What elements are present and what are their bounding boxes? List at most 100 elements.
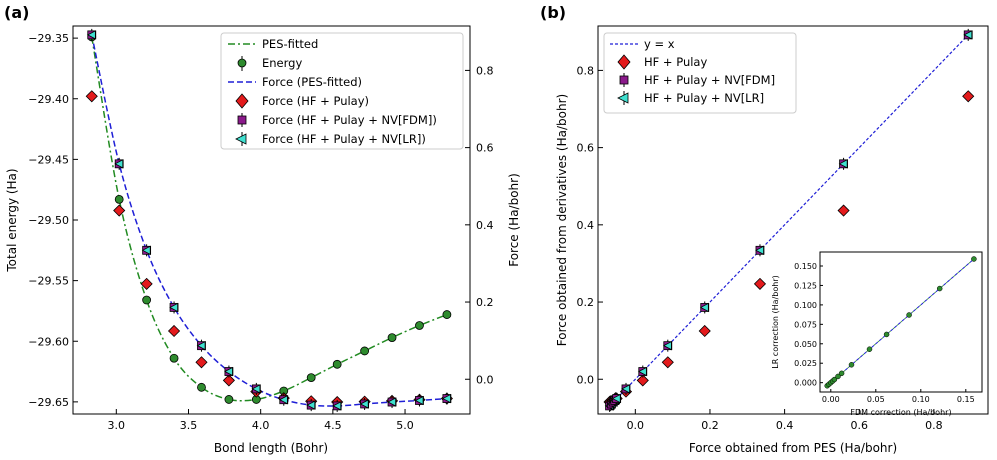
inset-point [906,312,912,318]
inset-plot: 0.00 0.05 0.10 0.15 0.000 0.025 0.050 0.075 0.10… [794,256,977,404]
legend-lr-marker [235,133,247,145]
b-lr-point [662,341,672,351]
energy-point [306,373,316,383]
inset-ytick-label: 0.100 [794,301,817,310]
panel-b-frame [597,25,989,415]
panel-a-legend-box [220,32,464,150]
panel-a-ytick-label: −29.60 [28,335,69,348]
energy-point [332,359,342,369]
panel-a-ytick-label: −29.65 [28,396,69,409]
panel-a-xtick-label: 3.5 [180,419,198,432]
legend-pes-fitted: PES-fitted [262,37,318,51]
b-hf-pulay-point [962,90,975,103]
energy-point [415,321,424,330]
legend-force-fit: Force (PES-fitted) [262,75,362,89]
force-lr-point [141,245,151,255]
force-lr-point [442,393,451,404]
energy-point [224,395,234,404]
inset-ytick-label: 0.025 [794,359,817,368]
b-hf-pulay-point [698,324,711,338]
panel-a-xtick-label: 5.0 [396,419,414,432]
panel-a-ytick-label: −29.55 [28,275,69,288]
b-lr-point [838,159,848,169]
force-lr-point [306,400,316,410]
panel-a-ytick-right-label: 0.2 [476,296,494,309]
panel-a-xtick-label: 3.0 [108,419,126,432]
b-lr-point [621,384,630,394]
b-hf-pulay-point [753,277,767,290]
legend-lr: Force (HF + Pulay + NV[LR]) [262,132,426,146]
panel-b-ytick-label: 0.6 [577,142,595,155]
panel-a-ytick-right-label: 0.6 [476,142,494,155]
panel-b-xtick-label: 0.8 [925,419,943,432]
panel-a-legend: PES-fitted Energy Force (PES-fitted) For… [220,32,464,150]
legend-b-fdm: HF + Pulay + NV[FDM] [644,73,775,87]
force-hf-pulay-point [140,277,153,290]
panel-a-ylabel-right: Force (Ha/bohr) [507,173,521,267]
panel-b-xtick-label: 0.0 [627,419,645,432]
legend-fdm-marker [237,115,247,125]
force-lr-point [196,341,206,351]
inset-point [831,376,838,383]
panel-a-ytick-label: −29.50 [28,214,69,227]
panel-b-legend-box [603,32,797,114]
legend-fdm: Force (HF + Pulay + NV[FDM]) [262,113,437,127]
force-lr-point [224,366,233,377]
legend-hf-pulay: Force (HF + Pulay) [262,94,369,108]
panel-b-ytick-label: 0.4 [577,219,595,232]
force-lr-point [332,401,342,411]
energy-point [169,353,179,363]
inset-ytick-label: 0.125 [794,281,817,290]
inset-ytick-label: 0.075 [794,320,817,329]
panel-a-xtick-label: 4.5 [324,419,342,432]
inset-xtick-label: 0.05 [867,395,885,404]
panel-b-xlabel: Force obtained from PES (Ha/bohr) [689,441,897,455]
legend-energy: Energy [262,56,302,70]
panel-b-ytick-label: 0.2 [577,296,595,309]
panel-b-legend: y = x HF + Pulay HF + Pulay + NV[FDM] HF… [603,32,797,114]
legend-b-hf-marker [617,54,631,70]
legend-b-fdm-marker [619,75,629,85]
panel-a-ylabel: Total energy (Ha) [5,168,19,272]
panel-a-ytick-label: −29.35 [28,32,69,45]
force-lr-point [169,302,179,313]
panel-a-label: (a) [4,3,29,22]
energy-point [360,346,370,356]
inset-point [971,256,977,262]
panel-a-xtick-label: 4.0 [252,419,270,432]
inset-ytick-label: 0.150 [794,262,817,271]
energy-point [142,295,152,305]
legend-b-hf: HF + Pulay [644,55,707,69]
force-lr-point [387,397,397,407]
legend-hf-pulay-marker [235,93,249,109]
force-lr-point [114,159,124,169]
force-lr-point [414,395,424,406]
force-hf-pulay-point [85,90,98,103]
b-hf-pulay-point [661,356,674,369]
inset-xtick-label: 0.00 [822,395,840,404]
inset-ylabel: LR correction (Ha/bohr) [771,275,780,369]
inset-frame [819,251,983,393]
inset-point [936,285,943,292]
b-lr-point [699,302,709,313]
inset-xlabel: FDM correction (Ha/bohr) [850,408,951,417]
legend-yx: y = x [644,37,675,51]
panel-a-ytick-right-label: 0.4 [476,219,494,232]
inset-ytick-label: 0.000 [794,379,817,388]
legend-b-lr-marker [617,92,629,104]
inset-ytick-label: 0.050 [794,340,817,349]
inset-xtick-label: 0.10 [912,395,930,404]
inset-fit-line [826,257,976,387]
energy-point [387,333,397,343]
panel-a-ytick-right-label: 0.8 [476,64,494,77]
panel-a-plot: 3.0 3.5 4.0 4.5 5.0 −29.35 −29.40 −29.45 −29.50 −… [28,28,494,432]
panel-b-xtick-label: 0.6 [850,419,868,432]
panel-b-label: (b) [540,3,566,22]
force-hf-pulay-point [167,324,181,338]
legend-b-lr: HF + Pulay + NV[LR] [644,91,764,105]
force-hf-pulay-point [113,204,126,217]
b-hf-pulay-point [636,374,649,387]
force-lr-point [86,30,96,40]
b-lr-point [611,393,621,404]
